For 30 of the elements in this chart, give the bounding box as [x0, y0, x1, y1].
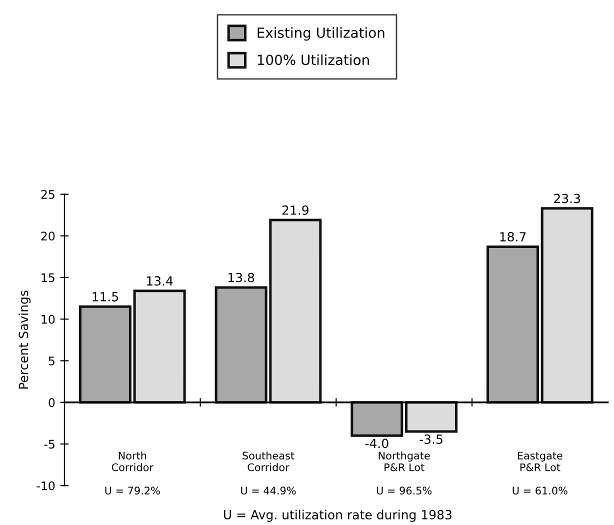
- data-label: 13.8: [228, 272, 254, 282]
- data-label: 18.7: [500, 232, 526, 242]
- category-label: Eastgate P&R Lot U = 61.0%: [512, 452, 568, 495]
- category-label: Northgate P&R Lot U = 96.5%: [376, 451, 432, 495]
- y-tick-label: 5: [48, 356, 54, 366]
- y-tick-label: 20: [41, 232, 55, 241]
- legend-label: Existing Utilization: [258, 27, 384, 41]
- data-label: -3.5: [420, 434, 442, 444]
- bar: [350, 401, 404, 437]
- bar: [540, 207, 594, 404]
- y-tick-label: -10: [36, 481, 55, 490]
- data-label: 23.3: [554, 194, 580, 204]
- text: U = Avg. utilization rate during 1983: [224, 510, 452, 522]
- y-tick-label: 25: [41, 190, 54, 199]
- data-label: 11.5: [92, 292, 118, 302]
- y-tick-label: 0: [48, 398, 55, 408]
- category-label: North Corridor U = 79.2%: [105, 451, 160, 495]
- bar: [486, 245, 540, 404]
- y-tick-label: 15: [42, 273, 54, 282]
- category-label: Southeast Corridor U = 44.9%: [241, 451, 296, 495]
- bar: [405, 401, 458, 433]
- y-tick-label: 10: [42, 314, 55, 324]
- data-label: 13.4: [147, 276, 173, 286]
- bar: [133, 290, 186, 404]
- legend-label: 100% Utilization: [258, 54, 369, 66]
- bar: [78, 305, 132, 404]
- data-label: 21.9: [282, 205, 308, 215]
- y-tick-label: -5: [44, 440, 54, 449]
- y-axis-title: Percent Savings: [18, 290, 31, 389]
- data-label: -4.0: [365, 438, 388, 448]
